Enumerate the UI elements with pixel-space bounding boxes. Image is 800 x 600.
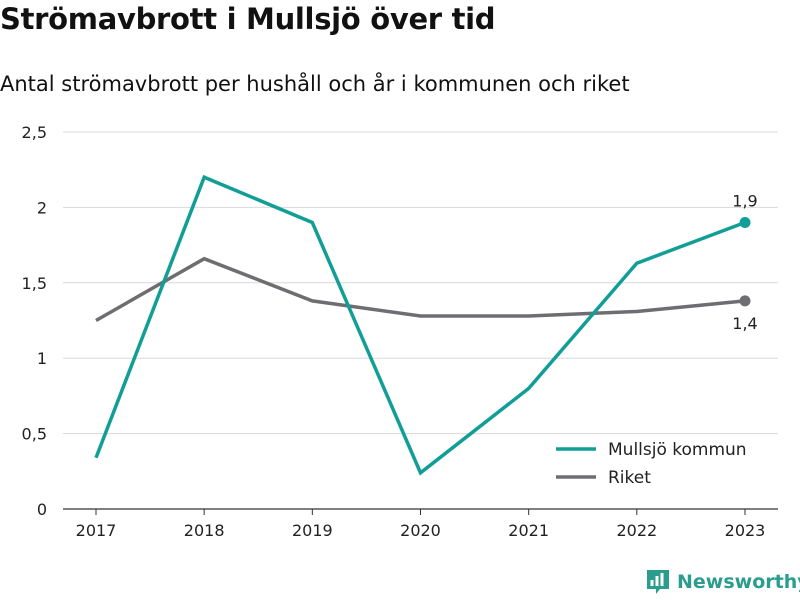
y-axis: 0 0,5 1 1,5 2 2,5 [22,123,47,519]
bar-chart-logo-icon [647,570,669,594]
x-tick-label: 2017 [76,521,117,540]
y-tick-label: 1 [37,349,47,368]
brand-name: Newsworthy [677,571,800,593]
series-end-point [739,295,751,307]
y-tick-label: 2 [37,198,47,217]
y-tick-label: 0 [37,500,47,519]
x-tick-label: 2023 [725,521,766,540]
series-end-point [739,216,751,228]
y-tick-label: 1,5 [22,274,47,293]
x-tick-label: 2020 [400,521,441,540]
grid-lines [63,131,778,510]
chart-title: Strömavbrott i Mullsjö över tid [0,2,496,36]
series-line [95,256,746,323]
x-axis: 2017 2018 2019 2020 2021 2022 2023 [76,509,766,540]
legend: Mullsjö kommun Riket [556,440,747,488]
series-end-label: 1,4 [732,314,757,333]
chart-subtitle: Antal strömavbrott per hushåll och år i … [0,72,630,96]
x-tick-label: 2019 [292,521,333,540]
y-tick-label: 0,5 [22,425,47,444]
brand-logo: Newsworthy [645,568,800,596]
x-tick-label: 2022 [616,521,657,540]
legend-label: Riket [608,468,651,488]
series-line [94,174,746,476]
x-tick-label: 2021 [508,521,549,540]
x-tick-label: 2018 [184,521,225,540]
series-lines: 1,9 1,4 [94,174,758,476]
y-tick-label: 2,5 [22,123,47,142]
series-end-label: 1,9 [732,191,757,210]
legend-label: Mullsjö kommun [608,440,747,460]
